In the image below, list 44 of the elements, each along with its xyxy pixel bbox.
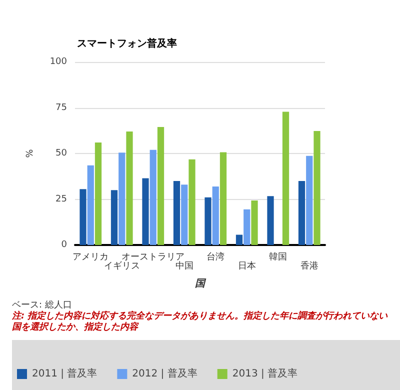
legend-label: 2013 | 普及率 bbox=[232, 368, 298, 380]
x-tick-label: 香港 bbox=[300, 260, 318, 272]
x-tick-label: 韓国 bbox=[269, 252, 288, 262]
bar bbox=[267, 196, 274, 245]
x-axis-title: 国 bbox=[195, 278, 207, 290]
bar bbox=[87, 165, 94, 245]
x-tick-label: オーストラリア bbox=[122, 252, 185, 262]
bar bbox=[157, 126, 164, 245]
bar bbox=[126, 132, 133, 245]
y-axis-title: % bbox=[26, 148, 36, 158]
bar bbox=[306, 156, 313, 245]
y-tick-label: 100 bbox=[50, 57, 68, 67]
bar bbox=[110, 190, 118, 245]
legend-label: 2011 | 普及率 bbox=[32, 368, 98, 380]
text: ベース: 総人口 bbox=[12, 300, 72, 310]
bar bbox=[142, 178, 149, 245]
bar bbox=[94, 142, 102, 245]
x-tick-label: 日本 bbox=[238, 260, 256, 272]
x-tick-label: 台湾 bbox=[206, 252, 225, 262]
y-tick-label: 75 bbox=[56, 102, 67, 113]
x-tick-label: イギリス bbox=[104, 260, 140, 272]
bar bbox=[282, 112, 290, 245]
chart-title: スマートフォン普及率 bbox=[77, 38, 177, 50]
bar bbox=[80, 189, 86, 245]
y-tick-label: 50 bbox=[56, 148, 68, 158]
x-tick-label: アメリカ bbox=[72, 252, 109, 262]
bar bbox=[212, 186, 219, 245]
bar bbox=[314, 130, 320, 245]
bar bbox=[220, 152, 227, 245]
y-tick-label: 0 bbox=[61, 240, 68, 250]
bar bbox=[244, 209, 250, 245]
bar bbox=[236, 234, 243, 245]
text: 注: 指定した内容に対応する完全なデータがありません。指定した年に調査が行われていない国を選択したか、指定した内容 bbox=[11, 310, 389, 332]
bar bbox=[251, 200, 258, 245]
legend-label: 2012 | 普及率 bbox=[132, 368, 198, 380]
bar bbox=[298, 180, 306, 245]
bar bbox=[150, 150, 156, 245]
bar bbox=[181, 184, 188, 245]
x-tick-label: 中国 bbox=[175, 260, 194, 272]
y-tick-label: 25 bbox=[56, 194, 67, 204]
bar bbox=[173, 180, 180, 245]
bar bbox=[118, 152, 126, 245]
bar bbox=[188, 159, 196, 245]
bar bbox=[204, 197, 212, 245]
